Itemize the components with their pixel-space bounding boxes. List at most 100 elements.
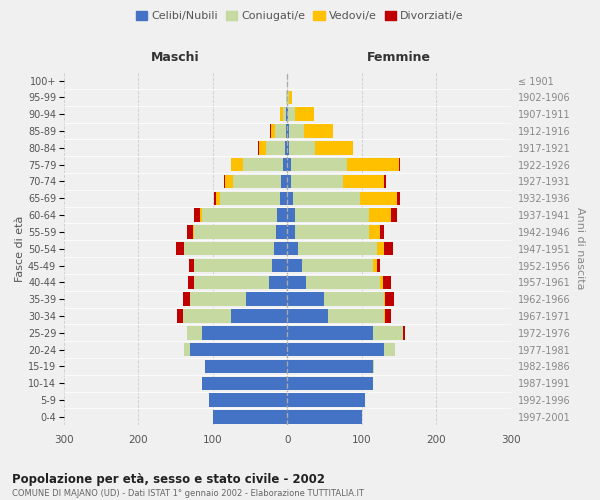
Bar	[373, 360, 374, 373]
Bar	[187, 225, 193, 238]
Bar	[283, 108, 286, 121]
Bar	[291, 174, 343, 188]
Bar	[304, 124, 334, 138]
Bar	[194, 208, 200, 222]
Bar	[369, 208, 391, 222]
Bar	[373, 326, 403, 340]
Bar	[347, 158, 399, 172]
Bar	[246, 292, 287, 306]
Bar	[202, 208, 277, 222]
Bar	[369, 225, 380, 238]
Bar	[177, 310, 183, 322]
Bar	[287, 192, 293, 205]
Bar	[360, 192, 397, 205]
Bar	[287, 376, 373, 390]
Bar	[214, 192, 217, 205]
Bar	[287, 174, 291, 188]
Bar	[275, 124, 286, 138]
Bar	[226, 174, 233, 188]
Bar	[391, 208, 397, 222]
Bar	[295, 108, 314, 121]
Text: Popolazione per età, sesso e stato civile - 2002: Popolazione per età, sesso e stato civil…	[12, 472, 325, 486]
Bar	[209, 394, 287, 407]
Bar	[213, 410, 287, 424]
Bar	[287, 276, 306, 289]
Bar	[193, 225, 194, 238]
Bar	[343, 174, 384, 188]
Bar	[377, 259, 380, 272]
Bar	[289, 141, 316, 154]
Bar	[287, 326, 373, 340]
Bar	[325, 292, 384, 306]
Bar	[383, 276, 391, 289]
Bar	[230, 158, 232, 172]
Bar	[194, 276, 269, 289]
Bar	[287, 394, 365, 407]
Bar	[287, 90, 289, 104]
Bar	[302, 259, 373, 272]
Bar	[280, 192, 287, 205]
Bar	[224, 174, 226, 188]
Bar	[384, 292, 385, 306]
Bar	[220, 192, 280, 205]
Bar	[328, 310, 384, 322]
Bar	[293, 192, 360, 205]
Bar	[397, 192, 400, 205]
Bar	[269, 276, 287, 289]
Bar	[272, 259, 287, 272]
Bar	[286, 124, 287, 138]
Bar	[258, 141, 259, 154]
Bar	[306, 276, 380, 289]
Bar	[274, 242, 287, 256]
Bar	[287, 343, 384, 356]
Bar	[183, 292, 190, 306]
Bar	[399, 158, 400, 172]
Bar	[271, 124, 275, 138]
Bar	[380, 276, 383, 289]
Bar	[190, 343, 287, 356]
Bar	[189, 259, 194, 272]
Bar	[200, 208, 202, 222]
Bar	[287, 108, 288, 121]
Bar	[202, 376, 287, 390]
Bar	[283, 158, 287, 172]
Bar	[232, 310, 287, 322]
Bar	[316, 141, 353, 154]
Bar	[384, 174, 386, 188]
Bar	[295, 225, 369, 238]
Bar	[280, 108, 283, 121]
Bar	[190, 292, 246, 306]
Bar	[289, 90, 292, 104]
Bar	[384, 310, 385, 322]
Bar	[287, 410, 362, 424]
Text: Femmine: Femmine	[367, 51, 431, 64]
Bar	[289, 124, 304, 138]
Legend: Celibi/Nubili, Coniugati/e, Vedovi/e, Divorziati/e: Celibi/Nubili, Coniugati/e, Vedovi/e, Di…	[136, 10, 464, 21]
Bar	[242, 158, 283, 172]
Bar	[281, 174, 287, 188]
Bar	[287, 124, 289, 138]
Bar	[403, 326, 405, 340]
Bar	[287, 292, 325, 306]
Bar	[385, 292, 394, 306]
Bar	[184, 343, 190, 356]
Bar	[287, 360, 373, 373]
Bar	[188, 276, 194, 289]
Bar	[384, 242, 393, 256]
Y-axis label: Fasce di età: Fasce di età	[15, 216, 25, 282]
Bar	[194, 225, 276, 238]
Bar	[259, 141, 266, 154]
Bar	[287, 225, 295, 238]
Bar	[295, 208, 369, 222]
Bar	[183, 310, 232, 322]
Bar	[277, 208, 287, 222]
Bar	[288, 108, 295, 121]
Bar	[384, 343, 395, 356]
Bar	[291, 158, 347, 172]
Bar	[217, 192, 220, 205]
Bar	[287, 141, 289, 154]
Bar	[287, 242, 298, 256]
Bar	[285, 141, 287, 154]
Bar	[205, 360, 287, 373]
Text: Maschi: Maschi	[151, 51, 200, 64]
